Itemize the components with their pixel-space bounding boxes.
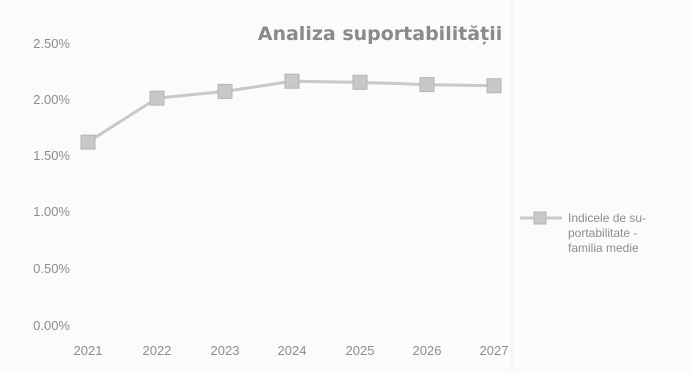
y-tick-label: 0.50% bbox=[33, 261, 70, 276]
chart-title: Analiza suportabilității bbox=[258, 23, 503, 45]
x-tick-label: 2026 bbox=[413, 343, 442, 358]
y-tick-label: 0.00% bbox=[33, 318, 70, 333]
plot-series bbox=[80, 73, 502, 150]
legend-label-line: familia medie bbox=[568, 241, 639, 255]
y-tick-label: 1.50% bbox=[33, 148, 70, 163]
y-tick-label: 2.00% bbox=[33, 92, 70, 107]
y-axis: 0.00% 0.50% 1.00% 1.50% 2.00% 2.50% bbox=[33, 36, 70, 333]
data-point-marker bbox=[352, 74, 368, 90]
x-tick-label: 2023 bbox=[211, 343, 240, 358]
x-tick-label: 2022 bbox=[143, 343, 172, 358]
x-tick-label: 2024 bbox=[278, 343, 307, 358]
x-tick-label: 2021 bbox=[74, 343, 103, 358]
x-tick-label: 2025 bbox=[346, 343, 375, 358]
data-point-marker bbox=[149, 90, 165, 106]
legend-label-line: portabilitate - bbox=[568, 226, 637, 240]
x-axis: 2021 2022 2023 2024 2025 2026 2027 bbox=[74, 343, 509, 358]
data-point-marker bbox=[217, 83, 233, 99]
legend-label-line: Indicele de su- bbox=[568, 211, 646, 225]
y-tick-label: 2.50% bbox=[33, 36, 70, 51]
data-point-marker bbox=[486, 78, 502, 94]
x-tick-label: 2027 bbox=[480, 343, 509, 358]
data-point-marker bbox=[80, 134, 96, 150]
data-point-marker bbox=[419, 77, 435, 93]
legend: Indicele de su- portabilitate - familia … bbox=[520, 211, 646, 255]
legend-marker-icon bbox=[533, 211, 547, 225]
data-point-marker bbox=[284, 73, 300, 89]
y-tick-label: 1.00% bbox=[33, 204, 70, 219]
